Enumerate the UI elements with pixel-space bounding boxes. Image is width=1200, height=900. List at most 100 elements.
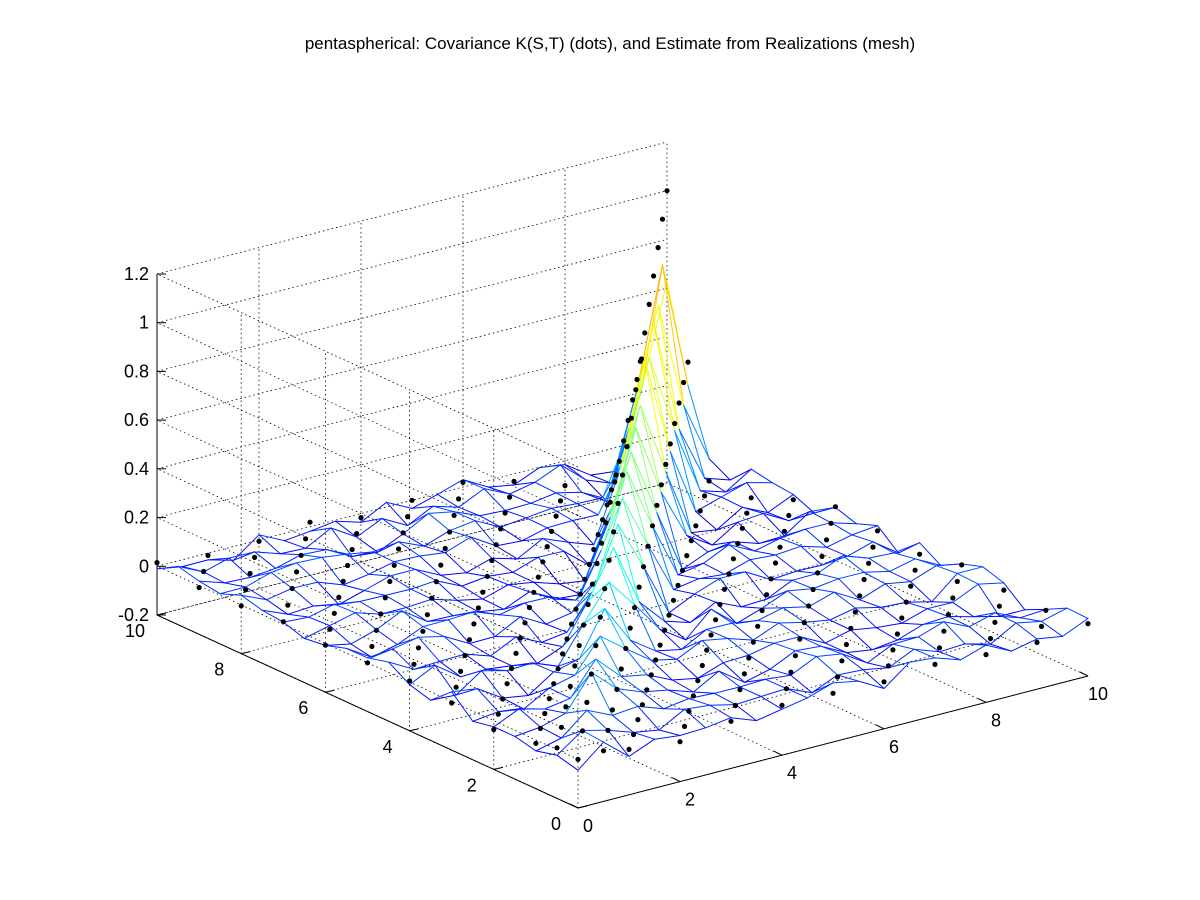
covariance-dot	[744, 510, 750, 516]
mesh-segment	[539, 712, 567, 728]
mesh-segment	[462, 479, 489, 488]
covariance-dot	[655, 245, 661, 251]
covariance-dot	[340, 578, 346, 585]
covariance-dot	[600, 517, 606, 523]
covariance-dot	[662, 627, 668, 633]
mesh-segment	[905, 601, 928, 610]
mesh-segment	[338, 590, 365, 605]
covariance-dot	[612, 479, 618, 485]
mesh-segment	[249, 567, 277, 578]
mesh-segment	[602, 434, 629, 499]
mesh-segment	[754, 537, 781, 552]
mesh-segment	[665, 471, 692, 534]
mesh-segment	[354, 612, 377, 631]
mesh-segment	[414, 568, 442, 576]
mesh-segment	[537, 550, 565, 558]
x-tick-label-2: 4	[787, 763, 797, 783]
mesh-segment	[312, 603, 335, 607]
mesh-segment	[658, 729, 681, 736]
mesh-segment	[808, 606, 831, 621]
y-axis-line	[156, 614, 579, 809]
mesh-segment	[363, 575, 391, 591]
mesh-segment	[809, 511, 832, 524]
covariance-dot	[577, 591, 584, 597]
mesh-segment	[303, 637, 326, 646]
mesh-segment	[660, 491, 688, 536]
mesh-segment	[493, 726, 516, 737]
mesh-segment	[514, 726, 541, 737]
mesh-segment	[680, 628, 708, 650]
covariance-dot	[635, 717, 641, 723]
mesh-segment	[566, 600, 589, 633]
covariance-dot	[779, 702, 785, 708]
covariance-dot	[899, 615, 905, 621]
mesh-segment	[583, 608, 606, 625]
mesh-segment	[824, 642, 847, 654]
covariance-dot	[688, 538, 694, 544]
mesh-segment	[423, 545, 446, 554]
mesh-segment	[497, 708, 520, 713]
covariance-dot	[369, 643, 375, 650]
mesh-segment	[551, 503, 578, 509]
mesh-segment	[752, 622, 780, 641]
covariance-dot	[750, 639, 756, 645]
covariance-dot	[303, 536, 309, 542]
mesh-segment	[679, 727, 706, 736]
mesh-segment	[428, 512, 451, 532]
mesh-segment	[779, 528, 806, 539]
mesh-segment	[1062, 618, 1089, 637]
mesh-segment	[794, 650, 817, 657]
mesh-segment	[766, 590, 789, 600]
mesh-segment	[701, 640, 724, 664]
mesh-segment	[794, 645, 822, 652]
mesh-segment	[308, 603, 335, 618]
mesh-segment	[728, 544, 751, 561]
mesh-segment	[674, 430, 697, 513]
mesh-segment	[845, 649, 873, 654]
mesh-segment	[808, 591, 835, 608]
mesh-segment	[368, 573, 391, 577]
covariance-dot	[626, 746, 632, 753]
grid-line-y-0	[577, 467, 1089, 809]
covariance-dot	[642, 330, 648, 336]
mesh-segment	[423, 530, 451, 547]
mesh-segment	[773, 636, 801, 644]
mesh-segment	[686, 535, 709, 553]
mesh-segment	[760, 696, 783, 710]
mesh-segment	[245, 586, 268, 601]
mesh-segment	[447, 619, 470, 644]
mesh-segment	[409, 664, 436, 686]
mesh-segment	[697, 662, 724, 679]
mesh-segment	[812, 588, 835, 593]
mesh-segment	[961, 563, 984, 568]
covariance-dot	[349, 546, 355, 553]
mesh-segment	[605, 451, 632, 525]
covariance-dot	[358, 515, 364, 521]
mesh-segment	[956, 572, 979, 585]
mesh-segment	[718, 670, 741, 688]
mesh-segment	[590, 470, 617, 476]
mesh-segment	[720, 482, 748, 498]
mesh-segment	[622, 497, 649, 546]
mesh-segment	[360, 518, 383, 523]
mesh-segment	[803, 619, 831, 623]
mesh-segment	[799, 636, 822, 647]
mesh-segment	[968, 612, 996, 628]
mesh-segment	[347, 553, 370, 575]
mesh-segment	[431, 598, 458, 601]
mesh-segment	[527, 671, 555, 696]
mesh-segment	[708, 458, 731, 481]
mesh-segment	[368, 561, 395, 575]
mesh-segment	[688, 698, 711, 706]
mesh-segment	[737, 512, 764, 523]
mesh-segment	[709, 704, 736, 706]
covariance-dot	[640, 564, 647, 570]
covariance-dot	[768, 576, 774, 582]
mesh-segment	[741, 506, 764, 514]
covariance-dot	[741, 671, 748, 677]
mesh-segment	[535, 737, 562, 752]
covariance-dot	[542, 710, 548, 717]
covariance-dot	[708, 632, 714, 638]
mesh-segment	[637, 705, 660, 731]
